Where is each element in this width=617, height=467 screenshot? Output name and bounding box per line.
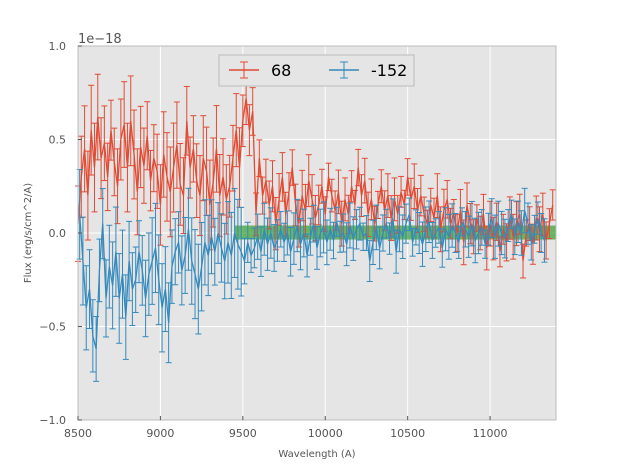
y-tick-label: 0.0 xyxy=(49,227,67,240)
legend: 68 -152 xyxy=(218,54,415,87)
legend-label-68: 68 xyxy=(271,61,291,80)
y-axis-ticks: −1.0 −0.5 0.0 0.5 1.0 xyxy=(39,40,82,427)
legend-item-68: 68 xyxy=(229,61,291,80)
x-axis-label: Wavelength (A) xyxy=(278,449,355,460)
series-minus152 xyxy=(76,169,548,382)
y-tick-label: 1.0 xyxy=(49,40,67,53)
legend-label-minus152: -152 xyxy=(371,61,407,80)
x-tick-label: 9500 xyxy=(229,427,257,440)
y-axis-label: Flux (erg/s/cm^2/A) xyxy=(23,183,34,283)
series-line xyxy=(77,98,554,262)
x-tick-label: 8500 xyxy=(64,427,92,440)
series-line xyxy=(79,210,546,350)
y-tick-label: −1.0 xyxy=(39,414,66,427)
legend-item-minus152: -152 xyxy=(329,61,407,80)
x-tick-label: 10500 xyxy=(390,427,425,440)
x-tick-label: 9000 xyxy=(146,427,174,440)
x-axis-ticks: 8500 9000 9500 10000 10500 11000 xyxy=(64,416,508,440)
y-tick-label: −0.5 xyxy=(39,321,66,334)
series-layer xyxy=(75,71,556,382)
x-tick-label: 10000 xyxy=(308,427,343,440)
y-offset-text: 1e−18 xyxy=(78,32,122,47)
x-tick-label: 11000 xyxy=(473,427,508,440)
y-tick-label: 0.5 xyxy=(49,134,67,147)
